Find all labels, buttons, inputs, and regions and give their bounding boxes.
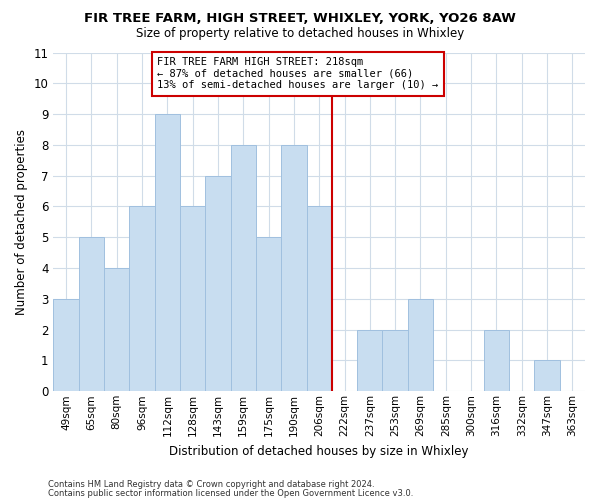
Bar bbox=[130, 206, 155, 392]
Bar bbox=[104, 268, 130, 392]
Bar bbox=[205, 176, 230, 392]
Bar bbox=[357, 330, 382, 392]
Text: Size of property relative to detached houses in Whixley: Size of property relative to detached ho… bbox=[136, 28, 464, 40]
Bar bbox=[535, 360, 560, 392]
Text: FIR TREE FARM, HIGH STREET, WHIXLEY, YORK, YO26 8AW: FIR TREE FARM, HIGH STREET, WHIXLEY, YOR… bbox=[84, 12, 516, 26]
Bar bbox=[53, 299, 79, 392]
Bar bbox=[256, 238, 281, 392]
Text: Contains HM Land Registry data © Crown copyright and database right 2024.: Contains HM Land Registry data © Crown c… bbox=[48, 480, 374, 489]
Bar bbox=[180, 206, 205, 392]
Bar bbox=[408, 299, 433, 392]
Bar bbox=[230, 145, 256, 392]
Bar bbox=[484, 330, 509, 392]
Text: Contains public sector information licensed under the Open Government Licence v3: Contains public sector information licen… bbox=[48, 488, 413, 498]
Bar bbox=[79, 238, 104, 392]
Bar bbox=[281, 145, 307, 392]
Bar bbox=[155, 114, 180, 392]
Bar bbox=[382, 330, 408, 392]
X-axis label: Distribution of detached houses by size in Whixley: Distribution of detached houses by size … bbox=[169, 444, 469, 458]
Y-axis label: Number of detached properties: Number of detached properties bbox=[15, 129, 28, 315]
Text: FIR TREE FARM HIGH STREET: 218sqm
← 87% of detached houses are smaller (66)
13% : FIR TREE FARM HIGH STREET: 218sqm ← 87% … bbox=[157, 57, 439, 90]
Bar bbox=[307, 206, 332, 392]
